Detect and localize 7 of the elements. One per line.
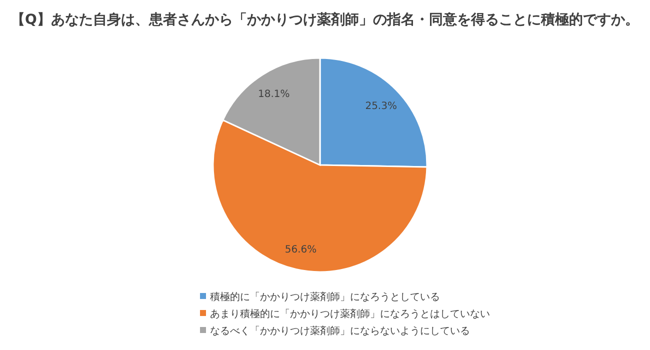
data-label: 25.3%	[365, 101, 397, 112]
data-label: 56.6%	[284, 244, 317, 256]
data-label: 18.1%	[258, 88, 290, 100]
legend-label: 積極的に「かかりつけ薬剤師」になろうとしている	[210, 291, 440, 303]
legend-label: あまり積極的に「かかりつけ薬剤師」になろうとはしていない	[210, 308, 490, 320]
chart-title: 【Q】あなた自身は、患者さんから「かかりつけ薬剤師」の指名・同意を得ることに積極的ですか。	[11, 11, 639, 28]
legend-label: なるべく「かかりつけ薬剤師」にならないようにしている	[210, 325, 470, 337]
